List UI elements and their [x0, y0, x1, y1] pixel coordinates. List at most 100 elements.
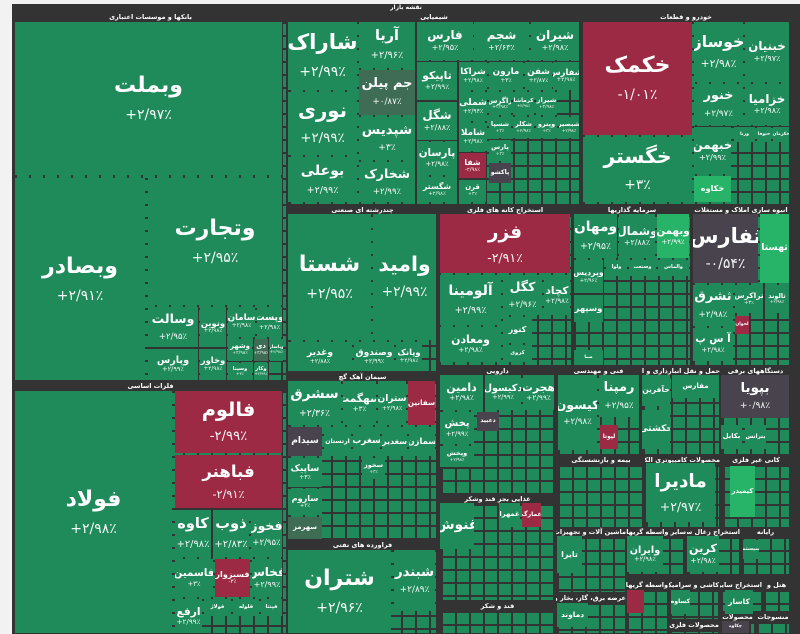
stock-tile[interactable]: صبا: [574, 350, 603, 365]
stock-tile[interactable]: دکیسول +۲/۹۹٪: [485, 375, 521, 410]
stock-tile[interactable]: وایران +۲/۹۸٪: [627, 536, 663, 572]
stock-tile[interactable]: پاکشو: [489, 163, 511, 183]
stock-tile[interactable]: هجرت +۲/۹۹٪: [523, 375, 554, 410]
stock-tile[interactable]: فاسمین +۳٪: [175, 559, 213, 597]
stock-tile[interactable]: وسینا +۳٪: [228, 363, 252, 380]
stock-tile[interactable]: فزر -۲/۹۱٪: [440, 214, 570, 273]
stock-tile[interactable]: دعبید: [477, 412, 499, 431]
stock-tile[interactable]: ساروم +۳٪: [288, 489, 322, 515]
stock-tile[interactable]: دی +۲/۹۸٪: [254, 339, 268, 361]
stock-tile[interactable]: ثشرق +۲/۹۸٪: [693, 285, 733, 326]
stock-tile[interactable]: وسالت +۲/۹۵٪: [148, 307, 198, 347]
stock-tile[interactable]: دماوند: [557, 603, 588, 627]
sector-title[interactable]: غذایی بجز قند وشکر: [464, 495, 531, 503]
stock-tile[interactable]: شملی +۲/۹۴٪: [459, 92, 487, 121]
stock-tile[interactable]: بترانس: [745, 425, 766, 449]
stock-tile[interactable]: وپترو +۳٪: [536, 117, 557, 138]
stock-tile[interactable]: شخارک +۲/۹۹٪: [359, 162, 415, 202]
stock-tile[interactable]: وصنعت: [629, 260, 656, 276]
sector-title[interactable]: چندرشته ای صنعتی: [331, 206, 394, 214]
stock-tile[interactable]: ثفارس -۰/۵۴٪: [693, 214, 758, 283]
sector-small-tiles[interactable]: [757, 622, 789, 633]
stock-tile[interactable]: والماس: [658, 260, 689, 276]
stock-tile[interactable]: سخوز +۳٪: [362, 458, 385, 479]
stock-tile[interactable]: شبصیر +۲/۹۸٪: [559, 117, 579, 138]
stock-tile[interactable]: شستا +۲/۹۵٪: [288, 214, 371, 340]
stock-tile[interactable]: ارتستان: [324, 427, 351, 456]
stock-tile[interactable]: کرماشا +۲/۹۸٪: [513, 92, 534, 115]
stock-tile[interactable]: غمهرا: [499, 503, 520, 527]
stock-tile[interactable]: مفارس: [672, 375, 719, 398]
stock-tile[interactable]: کروی: [503, 345, 532, 362]
stock-tile[interactable]: کیمیدر: [730, 466, 755, 517]
stock-tile[interactable]: خکاوه: [694, 176, 731, 202]
stock-tile[interactable]: تراکرس +۳٪: [735, 285, 763, 313]
stock-tile[interactable]: وپانک +۲/۹۸٪: [396, 342, 422, 371]
stock-tile[interactable]: فولاژ: [204, 599, 231, 616]
sector-title[interactable]: عرضه برق، گاز، بخار و آب گرم: [556, 594, 626, 602]
stock-tile[interactable]: وتجارت +۲/۹۵٪: [148, 178, 282, 305]
sector-title[interactable]: انبوه سازی املاک و مستغلات: [694, 206, 788, 214]
stock-tile[interactable]: آلومینا +۲/۹۹٪: [440, 275, 501, 325]
stock-tile[interactable]: سیدام: [288, 427, 322, 456]
stock-tile[interactable]: خکرمان: [773, 127, 789, 142]
stock-tile[interactable]: کاوه +۲/۹۸٪: [175, 510, 211, 557]
stock-tile[interactable]: فسبزوار -۳٪: [215, 559, 250, 597]
sector-small-tiles[interactable]: [441, 611, 554, 633]
sector-small-tiles[interactable]: [764, 590, 789, 611]
stock-tile[interactable]: کرین +۲/۹۸٪: [687, 536, 719, 572]
stock-tile[interactable]: سغرب: [353, 427, 380, 456]
stock-tile[interactable]: ورنا: [734, 127, 755, 142]
stock-tile[interactable]: وغدیر +۲/۸۸٪: [288, 342, 352, 371]
stock-tile[interactable]: جم پیلن +۰/۸۷٪: [359, 70, 415, 115]
sector-title[interactable]: سرمایه گذاریها: [607, 206, 657, 214]
sector-title[interactable]: استخراج سایر: [720, 581, 762, 589]
stock-tile[interactable]: کیسون +۲/۹۸٪: [558, 375, 597, 450]
sector-title[interactable]: محصولات فلزی: [669, 621, 719, 629]
sector-title[interactable]: بیمه و بازنشستگی: [571, 456, 631, 464]
stock-tile[interactable]: فلوله: [233, 599, 259, 616]
stock-tile[interactable]: تایرا: [557, 536, 582, 573]
stock-tile[interactable]: فارس +۲/۹۵٪: [417, 22, 473, 60]
stock-tile[interactable]: شسپا +۳٪: [489, 117, 511, 138]
stock-tile[interactable]: وصندوق +۲/۹۹٪: [354, 342, 394, 371]
stock-tile[interactable]: ثالوند +۲/۹۸٪: [765, 285, 789, 313]
sector-title[interactable]: محصولات کامپیوتری الکترونیکی و: [645, 456, 720, 464]
sector-title[interactable]: استخراج کانه های فلزی: [466, 206, 544, 214]
stock-tile[interactable]: وبهمن +۲/۹۹٪: [657, 214, 689, 258]
stock-tile[interactable]: پارس +۳٪: [489, 140, 511, 161]
stock-tile[interactable]: خبهمن +۲/۹۹٪: [694, 127, 731, 174]
stock-tile[interactable]: شگل +۲/۸۸٪: [417, 102, 457, 140]
stock-tile[interactable]: وامید +۲/۹۹٪: [373, 214, 436, 340]
stock-tile[interactable]: شفارس+۲/۹۸٪: [553, 62, 579, 90]
stock-tile[interactable]: کنور: [503, 317, 532, 343]
stock-tile[interactable]: ساپیک +۳٪: [288, 458, 322, 487]
stock-tile[interactable]: کاسار: [725, 590, 753, 614]
stock-tile[interactable]: شاملا +۲/۹۸٪: [459, 123, 487, 151]
stock-tile[interactable]: شتران +۲/۹۶٪: [288, 550, 391, 633]
stock-tile[interactable]: فخوز +۲/۹۵٪: [251, 510, 282, 557]
sector-title[interactable]: کانی غیر فلزی: [732, 456, 780, 464]
stock-tile[interactable]: شیراز +۲/۹۸٪: [536, 92, 557, 115]
stock-tile[interactable]: شگستر +۲/۹۸٪: [417, 177, 457, 202]
stock-tile[interactable]: خوساز +۲/۹۸٪: [694, 22, 743, 82]
stock-tile[interactable]: سهگمت+۳٪: [343, 381, 376, 425]
stock-tile[interactable]: آریا +۲/۹۶٪: [359, 22, 415, 68]
stock-tile[interactable]: شپدیس +۳٪: [359, 117, 415, 160]
sector-title[interactable]: حمل و نقل انبارداری و ارتباطات: [642, 367, 720, 375]
stock-tile[interactable]: وشمال +۲/۸۸٪: [619, 214, 655, 258]
stock-tile[interactable]: فباهنر -۲/۹۱٪: [175, 455, 282, 508]
sector-small-tiles[interactable]: [558, 465, 644, 527]
stock-tile[interactable]: مارون +۳٪: [489, 62, 523, 90]
stock-tile[interactable]: لپوتا: [600, 425, 618, 449]
sector-title[interactable]: فنی و مهندسی: [573, 367, 624, 375]
stock-tile[interactable]: فالوم -۲/۹۹٪: [175, 391, 282, 453]
stock-tile[interactable]: ستران +۲/۹۸٪: [378, 381, 406, 425]
stock-tile[interactable]: [627, 590, 644, 613]
stock-tile[interactable]: وبصادر +۲/۹۱٪: [15, 178, 145, 380]
stock-tile[interactable]: خگستر +۳٪: [583, 137, 692, 202]
stock-tile[interactable]: شاراک +۲/۹۹٪: [288, 22, 357, 90]
stock-tile[interactable]: خنور +۲/۹۷٪: [694, 84, 743, 125]
stock-tile[interactable]: ثهستا: [760, 214, 789, 283]
stock-tile[interactable]: وکار +۲/۹۹٪: [254, 363, 268, 380]
